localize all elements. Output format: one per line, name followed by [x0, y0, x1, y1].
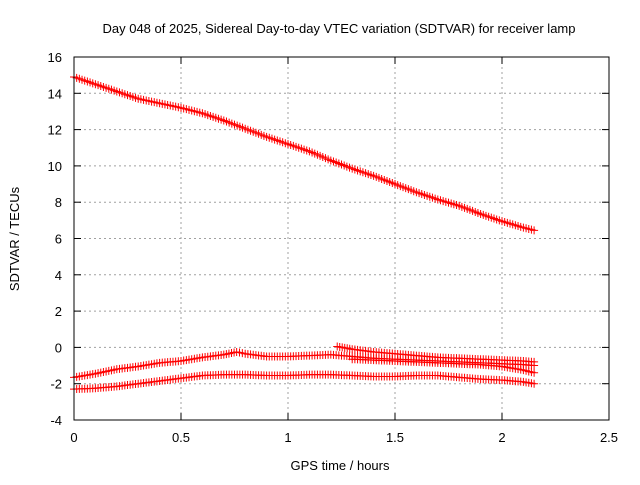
- y-tick-label: -2: [50, 377, 62, 392]
- x-tick-label: 0.5: [172, 430, 190, 445]
- y-tick-label: 14: [48, 86, 62, 101]
- y-tick-label: 16: [48, 50, 62, 65]
- x-tick-label: 2.5: [600, 430, 618, 445]
- y-axis-label: SDTVAR / TECUs: [7, 186, 22, 291]
- x-tick-label: 0: [70, 430, 77, 445]
- series-satellite-high-descending: [70, 72, 539, 235]
- x-axis-label: GPS time / hours: [291, 458, 390, 473]
- y-tick-label: 0: [55, 340, 62, 355]
- data-point: [530, 226, 539, 235]
- series-satellite-late-rise: [333, 342, 539, 366]
- y-tick-label: 12: [48, 123, 62, 138]
- y-tick-label: 10: [48, 159, 62, 174]
- x-tick-label: 1.5: [386, 430, 404, 445]
- series-layer: [70, 72, 539, 394]
- y-tick-label: 4: [55, 268, 62, 283]
- data-point: [530, 368, 539, 377]
- y-tick-label: 2: [55, 304, 62, 319]
- grid-layer: [74, 57, 609, 420]
- series-satellite-lowest: [70, 370, 539, 394]
- data-point: [530, 379, 539, 388]
- y-tick-label: 8: [55, 195, 62, 210]
- tick-layer: 0 0.5 1 1.5 2 2.5 -4 -2 0 2 4 6 8 10 12 14 16: [48, 50, 619, 445]
- x-tick-label: 1: [284, 430, 291, 445]
- y-tick-label: -4: [50, 413, 62, 428]
- x-tick-label: 2: [498, 430, 505, 445]
- chart-title: Day 048 of 2025, Sidereal Day-to-day VTE…: [102, 21, 575, 36]
- y-tick-label: 6: [55, 232, 62, 247]
- data-point: [530, 357, 539, 366]
- series-satellite-middle-late: [348, 355, 539, 377]
